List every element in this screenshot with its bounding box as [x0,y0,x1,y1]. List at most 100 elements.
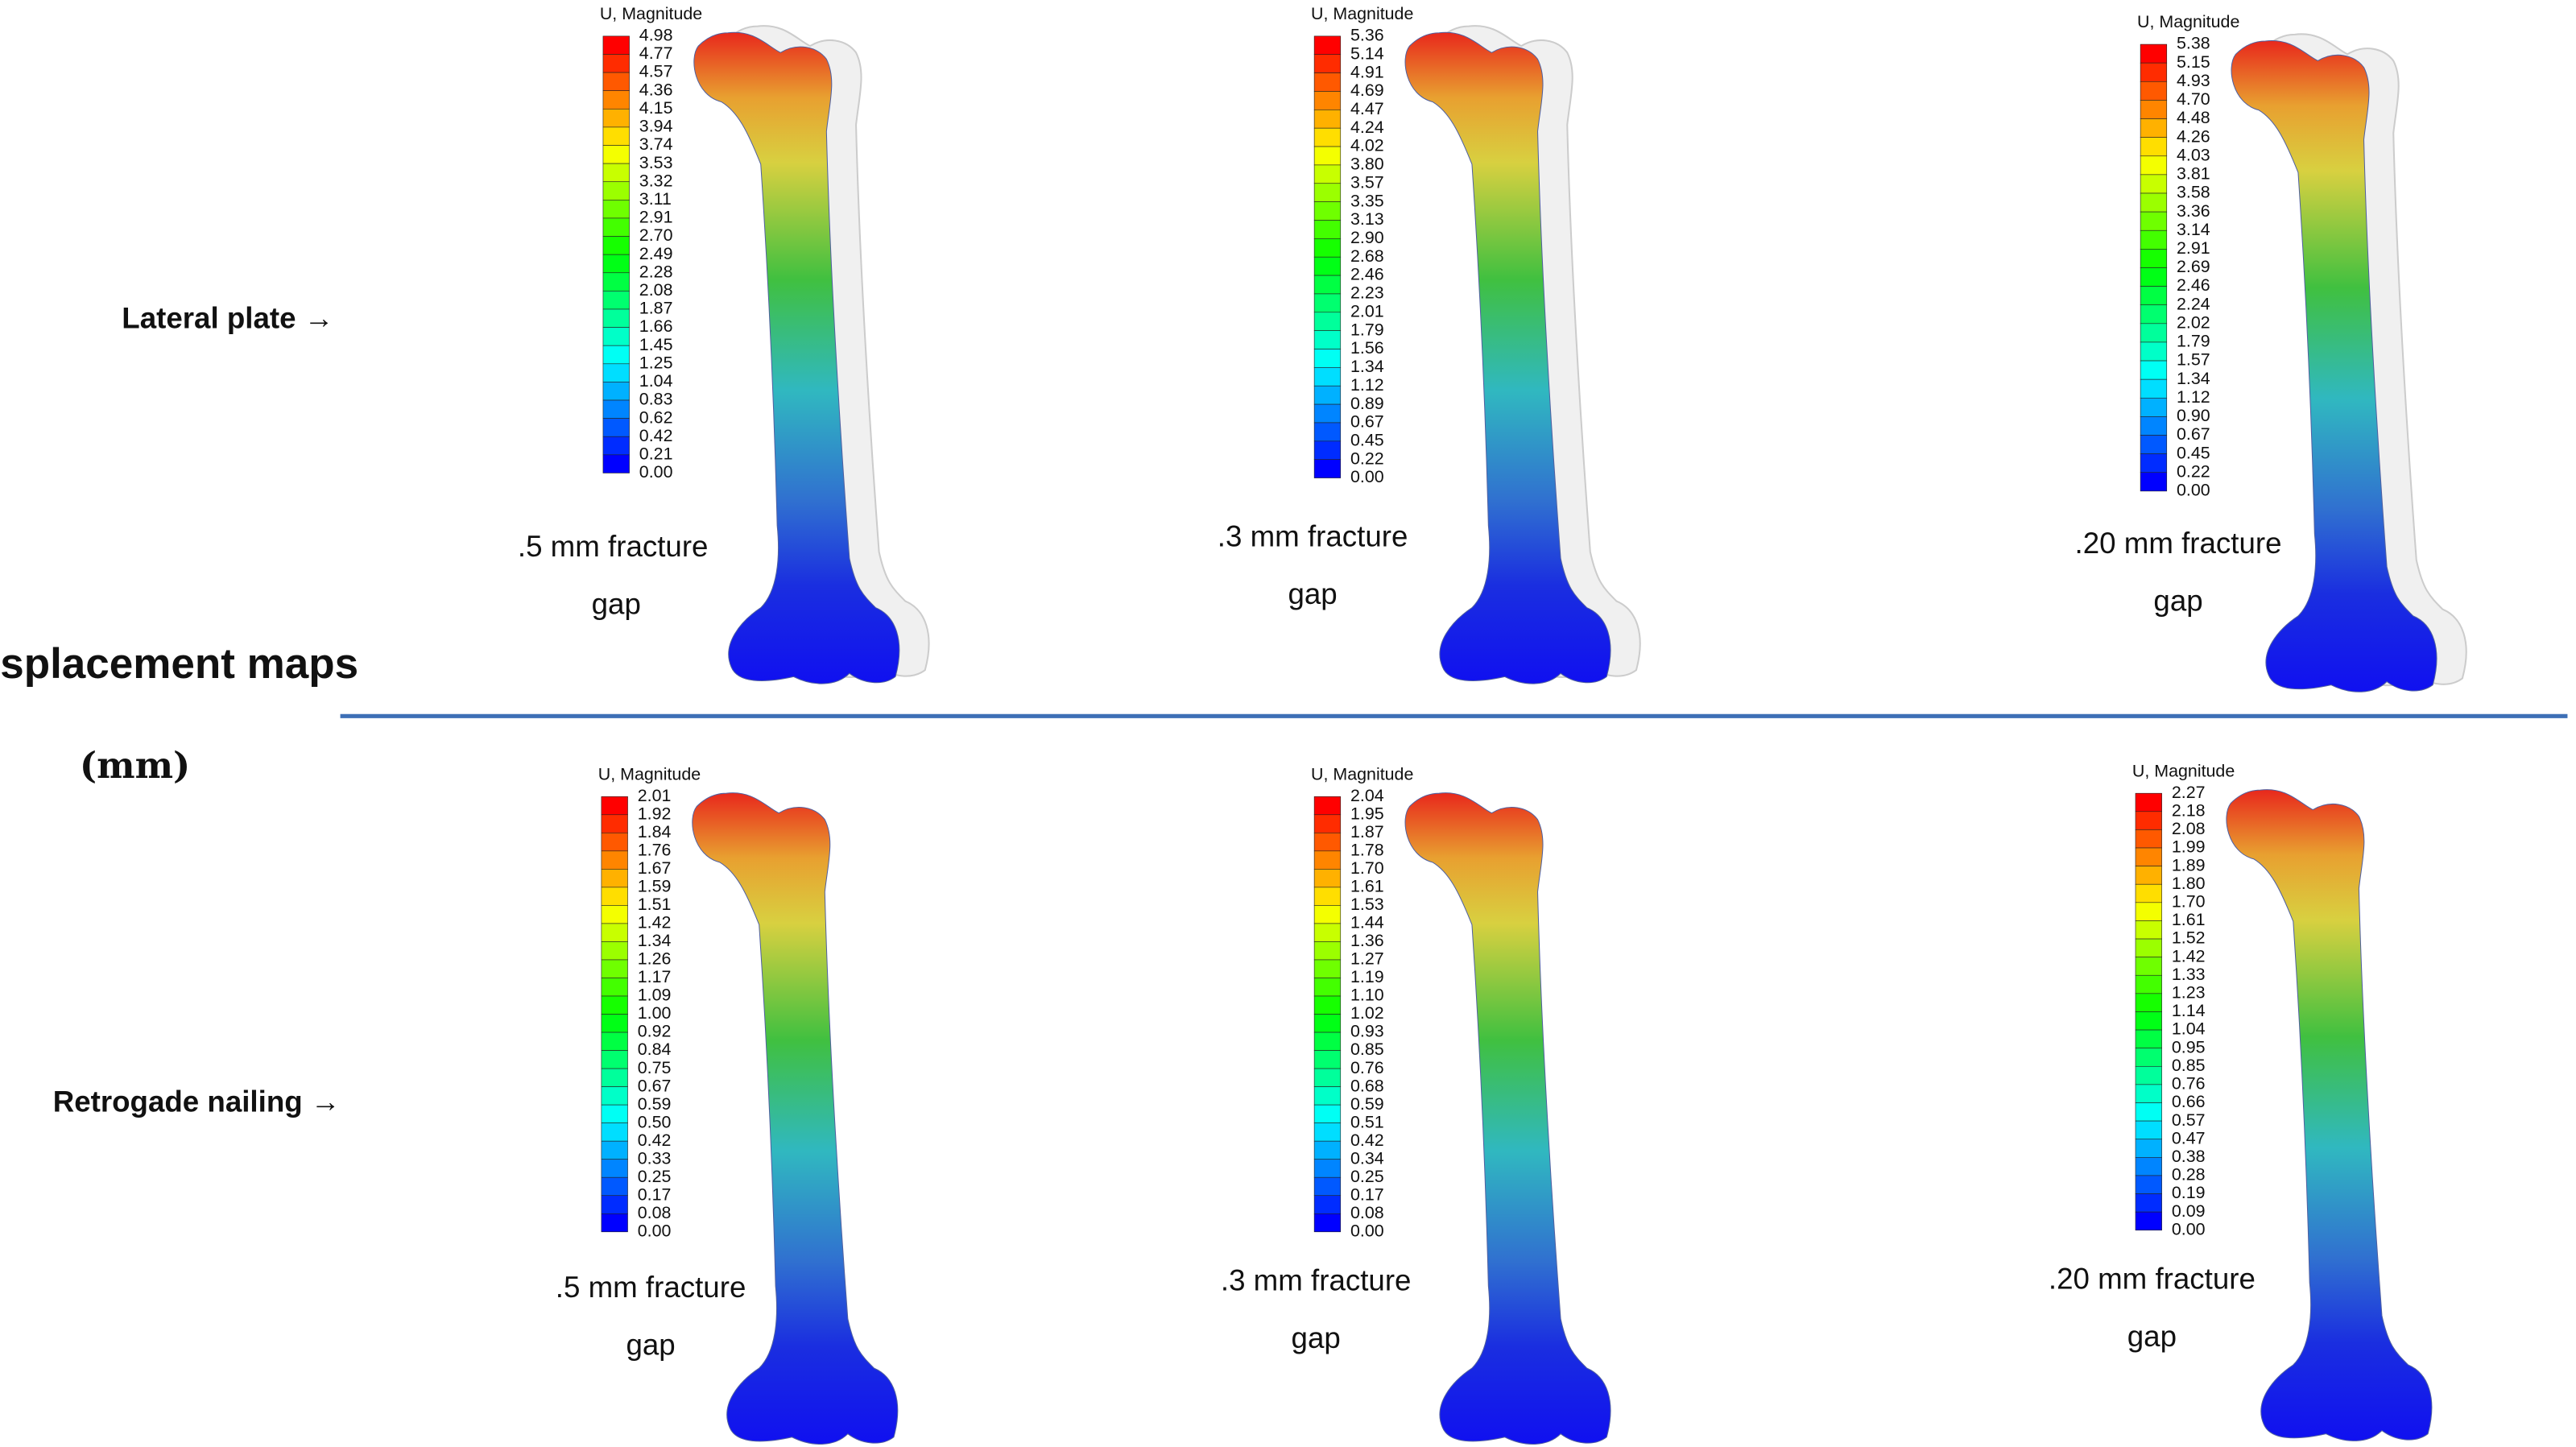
legend-value: 1.42 [638,913,672,932]
legend-value: 2.04 [1350,786,1384,805]
legend-value: 0.22 [2177,461,2210,481]
legend-value: 1.92 [638,804,672,823]
legend-value: 0.17 [1350,1184,1384,1204]
legend-band [2135,993,2162,1012]
legend-value: 1.70 [1350,858,1384,878]
legend-value: 1.79 [1350,320,1384,339]
legend-band [1313,385,1342,405]
legend-band [2140,62,2168,82]
legend-band [1313,814,1342,833]
legend-value: 4.93 [2177,71,2210,90]
legend-band [601,1050,628,1069]
content: Lateral plate →U, Magnitude4.984.774.574… [53,4,2467,1445]
legend-band [1313,220,1342,239]
legend-band [1313,127,1342,147]
legend-band [2140,472,2168,492]
legend-value: 0.92 [638,1022,672,1041]
legend-value: 1.34 [638,931,672,950]
legend-value: 1.04 [2172,1019,2206,1039]
legend-value: 4.57 [639,62,673,81]
legend-band [2140,341,2168,362]
legend-value: 0.75 [638,1058,672,1077]
legend-value: 1.12 [2177,387,2210,407]
legend-band [1313,1195,1342,1214]
legend-value: 2.08 [2172,819,2206,838]
legend-band [1313,1014,1342,1033]
legend-title: U, Magnitude [1311,764,1413,783]
legend-band [1313,440,1342,461]
legend-band [1313,1104,1342,1123]
legend-band [1313,959,1342,978]
legend-band [601,1140,628,1160]
legend-value: 0.67 [2177,424,2210,444]
legend-value: 1.59 [638,877,672,896]
legend-title: U, Magnitude [2137,12,2239,31]
legend-value: 0.67 [1350,412,1384,432]
legend-value: 0.45 [1350,430,1384,449]
panel: U, Magnitude 2.041.951.871.781.701.611.53… [1221,764,1611,1445]
legend-value: 2.01 [1350,301,1384,320]
legend-band [2135,811,2162,830]
legend-value: 0.67 [638,1076,672,1095]
legend-band [601,887,628,906]
legend-band [601,978,628,997]
legend-value: 0.09 [2172,1201,2206,1221]
legend-band [601,850,628,870]
legend-band [2135,1157,2162,1176]
legend-value: 2.91 [639,208,673,227]
legend-band [1313,887,1342,906]
legend-value: 2.27 [2172,783,2206,802]
legend-value: 1.26 [638,949,672,969]
legend-value: 1.19 [1350,967,1384,986]
legend-value: 0.25 [1350,1167,1384,1186]
legend-value: 3.32 [639,171,673,190]
legend-band [1313,367,1342,387]
legend-band [1313,72,1342,92]
legend-band [602,399,630,419]
legend-value: 0.00 [1350,467,1384,486]
legend-value: 2.08 [639,280,673,300]
legend-band [2135,1029,2162,1048]
legend-band [2140,43,2168,64]
caption: .3 mm fracture [1218,520,1408,553]
legend-value: 1.42 [2172,946,2206,965]
legend-band [602,363,630,382]
legend-value: 0.93 [1350,1022,1384,1041]
legend-value: 1.99 [2172,837,2206,857]
legend-band [2140,435,2168,454]
legend-value: 0.42 [639,426,673,445]
legend-value: 1.57 [2177,350,2210,370]
bone-map [2226,789,2433,1441]
legend-value: 0.21 [639,444,673,463]
legend-band [1313,238,1342,258]
legend-band [601,1086,628,1106]
legend-band [602,108,630,128]
legend-value: 0.45 [2177,443,2210,462]
legend-band [1313,1032,1342,1051]
legend-band [1313,833,1342,852]
legend-band [601,1122,628,1142]
legend-value: 2.18 [2172,800,2206,820]
legend-value: 1.25 [639,353,673,372]
legend-band [2135,1211,2162,1231]
legend-value: 1.52 [2172,928,2206,948]
legend-band [602,54,630,73]
legend-value: 1.95 [1350,804,1384,823]
legend-value: 0.25 [638,1167,672,1186]
panel: U, Magnitude 4.984.774.574.364.153.943.74… [518,4,930,684]
legend-value: 4.48 [2177,108,2210,127]
legend-value: 0.38 [2172,1147,2206,1166]
legend-value: 1.67 [638,858,672,878]
legend-value: 3.13 [1350,209,1384,229]
legend-value: 4.47 [1350,99,1384,118]
legend-band [2135,866,2162,885]
legend-value: 0.17 [638,1184,672,1204]
legend-band [1313,459,1342,478]
legend-band [602,308,630,328]
legend-band [2140,453,2168,473]
legend-band [602,35,630,55]
legend-band [601,1176,628,1197]
legend-value: 1.23 [2172,983,2206,1003]
caption: .20 mm fracture [2075,527,2282,560]
legend-value: 1.80 [2172,874,2206,893]
